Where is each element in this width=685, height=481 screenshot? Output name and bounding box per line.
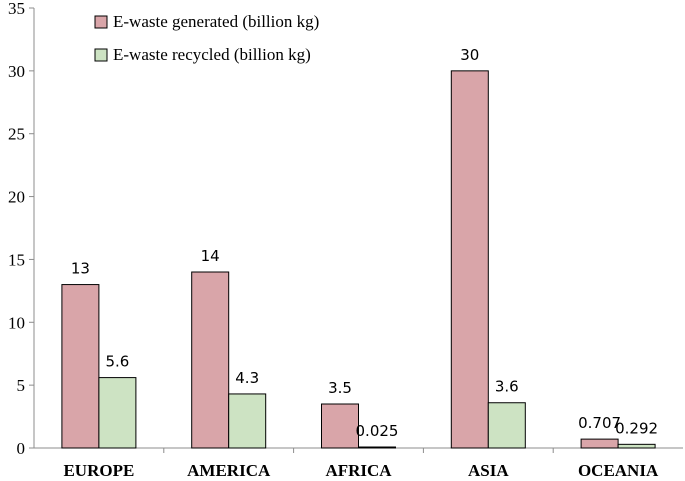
x-category-label: OCEANIA	[578, 461, 659, 480]
x-category-label: EUROPE	[63, 461, 134, 480]
bar-generated	[450, 70, 489, 449]
bar-recycled	[98, 377, 137, 449]
y-tick-label: 15	[8, 250, 25, 269]
data-label-generated: 0.707	[578, 414, 621, 432]
legend-swatch	[94, 15, 108, 29]
data-label-recycled: 3.6	[495, 378, 519, 396]
y-tick-label: 35	[8, 0, 25, 18]
data-label-recycled: 4.3	[235, 369, 259, 387]
bar-recycled	[487, 402, 526, 449]
bar-generated	[191, 271, 230, 449]
legend: E-waste generated (billion kg) E-waste re…	[94, 12, 319, 64]
bar-recycled	[228, 393, 267, 449]
y-tick-label: 5	[17, 376, 26, 395]
data-label-generated: 30	[460, 46, 479, 64]
legend-label: E-waste recycled (billion kg)	[113, 45, 311, 64]
bar-generated	[61, 284, 100, 449]
data-label-generated: 3.5	[328, 379, 352, 397]
bars	[61, 70, 656, 449]
y-tick-label: 0	[17, 439, 26, 458]
bar-generated	[580, 438, 619, 449]
axes: 0 5 10 15 20 25 30 35 EUROPE AMERICA AFRICA ASIA OCE…	[8, 0, 683, 480]
bar-recycled	[617, 443, 656, 449]
legend-label: E-waste generated (billion kg)	[113, 12, 319, 31]
data-label-recycled: 0.025	[356, 422, 399, 440]
y-tick-label: 20	[8, 188, 25, 207]
data-label-recycled: 0.292	[615, 419, 658, 437]
data-label-generated: 14	[201, 247, 220, 265]
y-tick-label: 25	[8, 125, 25, 144]
data-label-generated: 13	[71, 260, 90, 278]
y-tick-label: 10	[8, 313, 25, 332]
bar-recycled	[358, 446, 396, 449]
x-category-label: AFRICA	[325, 461, 392, 480]
legend-swatch	[94, 48, 108, 62]
y-tick-label: 30	[8, 62, 25, 81]
x-category-label: ASIA	[468, 461, 509, 480]
x-category-label: AMERICA	[187, 461, 271, 480]
data-label-recycled: 5.6	[105, 353, 129, 371]
bar-generated	[321, 403, 359, 449]
